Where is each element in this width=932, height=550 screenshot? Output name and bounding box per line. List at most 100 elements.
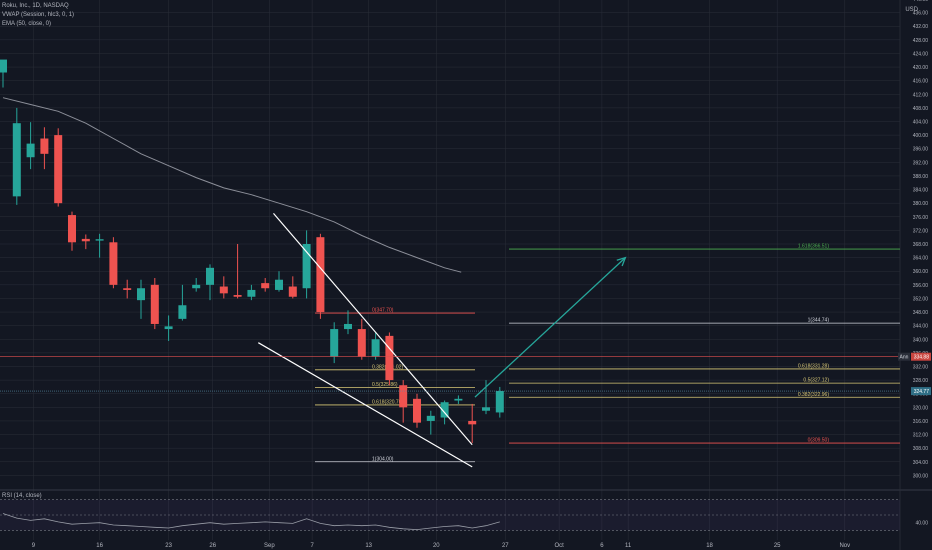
candlesticks[interactable]	[0, 59, 504, 444]
candle-body[interactable]	[95, 239, 104, 241]
candle-body[interactable]	[344, 323, 352, 330]
candle-body[interactable]	[288, 286, 297, 297]
rsi-line	[2, 513, 500, 531]
price-tick-label: 404.00	[913, 120, 929, 126]
price-tick-label: 396.00	[913, 147, 929, 153]
symbol-title[interactable]: Roku, Inc., 1D, NASDAQ	[2, 3, 69, 9]
candle-body[interactable]	[371, 339, 380, 357]
candle-body[interactable]	[12, 123, 21, 197]
price-tick-label: 380.00	[913, 201, 929, 207]
candle-body[interactable]	[275, 279, 283, 290]
time-axis[interactable]: 9 16 23 26 Sep 7 13 20 27 Oct 6 11 18 25 Nov	[32, 543, 850, 549]
candle-body[interactable]	[81, 238, 90, 242]
price-tick-label: 320.00	[913, 405, 929, 411]
candle-body[interactable]	[440, 402, 449, 418]
ema-50-path	[2, 97, 462, 273]
candle-body[interactable]	[54, 135, 63, 204]
candle-body[interactable]	[261, 283, 270, 289]
rsi-indicator-label[interactable]: RSI (14, close)	[2, 493, 42, 499]
price-tick-label: 372.00	[913, 228, 929, 234]
candle-body[interactable]	[495, 391, 504, 413]
price-tick-label: 384.00	[913, 188, 929, 194]
price-tag-badge	[898, 352, 910, 361]
price-axis[interactable]: 300.00 304.00 308.00 312.00 316.00 320.00 324.…	[898, 0, 931, 479]
fibonacci-retracements[interactable]: 1.618(366.51) 1(344.74) 0.618(331.28) 0.5(3…	[315, 244, 900, 463]
price-tick-label: 364.00	[913, 256, 929, 262]
candle-body[interactable]	[316, 237, 325, 313]
price-badge-label: 334.88	[914, 355, 930, 361]
time-tick-label: 13	[365, 543, 372, 549]
price-badge-label: 324.77	[914, 389, 930, 395]
rsi-pane[interactable]: 40.00	[0, 499, 928, 531]
candle-body[interactable]	[357, 329, 366, 357]
candle-body[interactable]	[178, 305, 187, 319]
fib-recent-label: 0.618(331.28)	[798, 363, 829, 369]
price-tick-label: 312.00	[913, 433, 929, 439]
candle-body[interactable]	[192, 284, 201, 289]
fib-earlier-label: 0.618(320.70)	[372, 399, 403, 405]
candle-body[interactable]	[468, 420, 477, 425]
candle-body[interactable]	[26, 143, 35, 158]
ema-50-line	[2, 97, 462, 273]
ema-indicator-label[interactable]: EMA (50, close, 0)	[2, 21, 52, 27]
price-tick-label: 408.00	[913, 106, 929, 112]
candle-body[interactable]	[219, 286, 228, 294]
price-tick-label: 344.00	[913, 324, 929, 330]
wedge-upper-trendline[interactable]	[273, 212, 473, 446]
candle-body[interactable]	[482, 407, 490, 411]
price-tick-label: 316.00	[913, 419, 929, 425]
price-tick-label: 340.00	[913, 337, 929, 343]
time-tick-label: Sep	[264, 543, 275, 549]
time-tick-label: 23	[165, 543, 172, 549]
candle-body[interactable]	[206, 267, 214, 285]
price-badge	[911, 387, 931, 396]
price-tag-label: Ann	[900, 355, 909, 361]
currency-label: USD	[905, 7, 918, 13]
fib-recent-label: 1(344.74)	[808, 318, 830, 324]
time-tick-label: 25	[774, 543, 781, 549]
candle-body[interactable]	[399, 385, 408, 408]
price-tick-label: 392.00	[913, 160, 929, 166]
time-tick-label: Nov	[839, 543, 850, 549]
candle-body[interactable]	[68, 215, 76, 243]
projection-arrow-head	[616, 256, 627, 267]
price-tick-label: 416.00	[913, 79, 929, 85]
trend-drawings[interactable]	[257, 212, 627, 468]
candle-body[interactable]	[413, 398, 421, 423]
candle-body[interactable]	[109, 242, 118, 285]
candle-body[interactable]	[426, 415, 435, 421]
vwap-indicator-label[interactable]: VWAP (Session, hlc3, 0, 1)	[2, 12, 75, 18]
fib-earlier-label: 1(304.00)	[372, 456, 394, 462]
price-tick-label: 348.00	[913, 310, 929, 316]
price-tick-label: 388.00	[913, 174, 929, 180]
price-tick-label: 368.00	[913, 242, 929, 248]
time-tick-label: 9	[32, 543, 36, 549]
candle-body[interactable]	[40, 138, 49, 154]
candle-body[interactable]	[454, 398, 463, 401]
price-tick-label: 436.00	[913, 11, 929, 17]
projection-arrow[interactable]	[474, 257, 626, 398]
candle-body[interactable]	[385, 335, 394, 381]
price-tick-label: 300.00	[913, 473, 929, 479]
price-tick-label: 328.00	[913, 378, 929, 384]
candle-body[interactable]	[0, 59, 7, 73]
time-tick-label: 26	[209, 543, 216, 549]
fib-earlier-label: 0.5(325.86)	[372, 382, 398, 388]
wedge-lower-trendline[interactable]	[257, 342, 473, 468]
price-tick-label: 412.00	[913, 92, 929, 98]
candle-body[interactable]	[150, 284, 159, 324]
fib-recent-label: 0.382(322.96)	[798, 392, 829, 398]
candle-body[interactable]	[233, 295, 242, 297]
fib-earlier-label: 0(347.70)	[372, 308, 394, 314]
candle-body[interactable]	[330, 329, 339, 357]
candle-body[interactable]	[164, 326, 173, 330]
candle-body[interactable]	[137, 288, 145, 301]
price-tick-label: 304.00	[913, 460, 929, 466]
candle-body[interactable]	[123, 288, 132, 290]
price-tick-label: 400.00	[913, 133, 929, 139]
price-tick-label: 352.00	[913, 296, 929, 302]
candle-body[interactable]	[247, 289, 256, 297]
candle-body[interactable]	[302, 244, 311, 289]
